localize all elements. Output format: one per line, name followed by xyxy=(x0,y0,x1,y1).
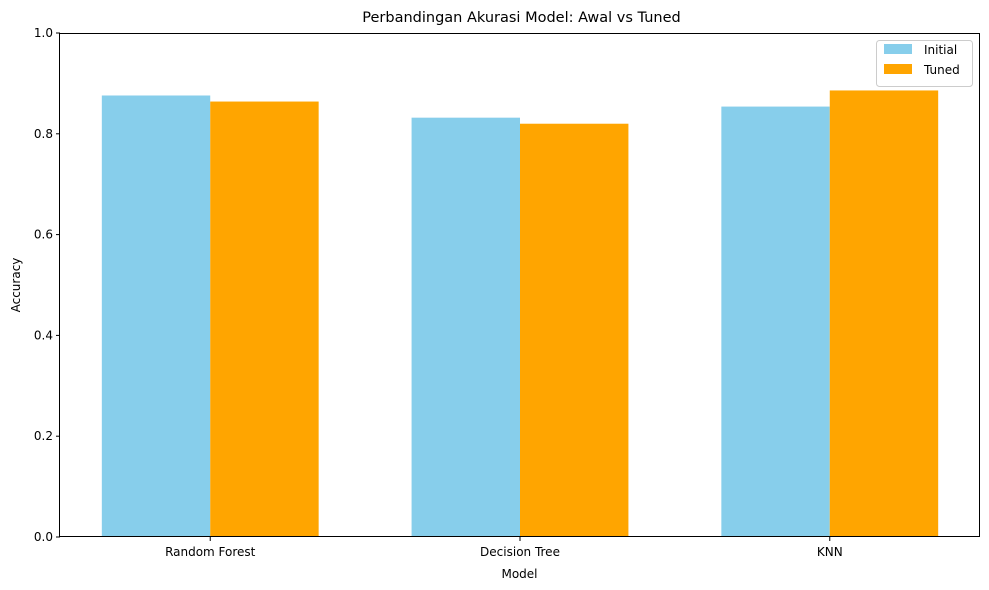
legend-swatch-initial xyxy=(884,44,912,54)
chart-title: Perbandingan Akurasi Model: Awal vs Tune… xyxy=(362,10,680,26)
legend-items: Initial Tuned xyxy=(884,43,960,77)
y-tick-label: 0.8 xyxy=(34,127,53,141)
y-axis-title: Accuracy xyxy=(9,258,23,313)
y-axis: 0.0 0.2 0.4 0.6 0.8 1.0 xyxy=(34,26,60,544)
legend-label-tuned: Tuned xyxy=(923,63,960,77)
y-tick-label: 0.2 xyxy=(34,429,53,443)
y-tick-label: 1.0 xyxy=(34,26,53,40)
y-tick-label: 0.4 xyxy=(34,328,53,342)
bar-tuned-knn xyxy=(829,90,939,538)
bar-initial-knn xyxy=(721,106,830,538)
legend: Initial Tuned xyxy=(876,40,973,87)
legend-swatch-tuned xyxy=(884,64,912,74)
x-axis: Random Forest Decision Tree KNN xyxy=(165,537,843,559)
x-tick-label: KNN xyxy=(817,545,843,559)
plot-area: 0.0 0.2 0.4 0.6 0.8 1.0 Random Forest Decision… xyxy=(34,26,980,559)
legend-label-initial: Initial xyxy=(924,43,957,57)
bar-initial-random-forest xyxy=(101,95,211,537)
y-tick-label: 0.6 xyxy=(34,228,53,242)
x-tick-label: Decision Tree xyxy=(480,545,560,559)
bars xyxy=(101,90,939,538)
plot-frame xyxy=(59,33,980,537)
bar-tuned-decision-tree xyxy=(520,123,629,537)
bar-tuned-random-forest xyxy=(210,101,319,537)
bar-initial-decision-tree xyxy=(411,117,520,537)
x-tick-label: Random Forest xyxy=(165,545,256,559)
x-axis-title: Model xyxy=(501,567,537,581)
y-tick-label: 0.0 xyxy=(34,530,53,544)
